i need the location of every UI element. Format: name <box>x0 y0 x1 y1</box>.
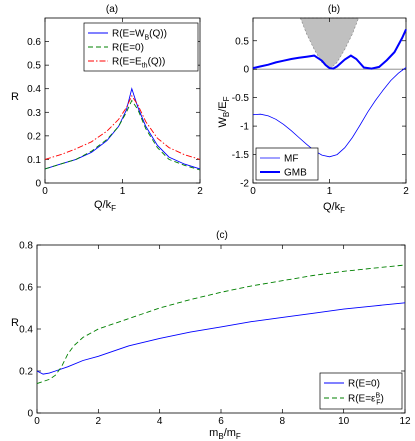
legend-label: R(E=WB(Q)) <box>112 29 167 42</box>
panel-c-ylabel: R <box>11 317 19 329</box>
x-tick-label: 0 <box>250 186 256 197</box>
panel-a: (a) 0 1 200.10.20.30.40.50.6R(E=WB(Q))R(E=… <box>11 4 203 213</box>
x-tick-label: 8 <box>280 416 286 427</box>
x-tick-label: 0 <box>42 186 48 197</box>
panel-b-xlabel: Q/kF <box>323 201 345 215</box>
y-tick-label: 0 <box>35 179 41 190</box>
panel-c-label: (c) <box>216 230 228 241</box>
continuum-region <box>299 17 360 70</box>
y-tick-label: 0.8 <box>19 241 33 252</box>
legend-label: GMB <box>284 168 307 179</box>
legend-label: R(E=0) <box>348 379 380 390</box>
x-tick-label: 2 <box>403 186 409 197</box>
legend-label: R(E=εB F) <box>348 393 384 407</box>
y-tick-label: 0.3 <box>27 108 41 119</box>
y-tick-label: 0.5 <box>235 36 249 47</box>
series-line-c-0 <box>36 302 406 375</box>
legend-box <box>255 147 319 181</box>
y-tick-label: -1.5 <box>232 150 250 161</box>
x-tick-label: 4 <box>157 416 163 427</box>
panel-a-xlabel: Q/kF <box>94 199 116 213</box>
x-tick-label: 2 <box>96 416 102 427</box>
y-tick-label: 0.6 <box>27 37 41 48</box>
panel-c: (c) 0 2 4 6 8 10 12 0 0.2 0.4 0.6 0.8 R(E=0) R(E=εB F)… <box>11 230 411 441</box>
x-tick-label: 1 <box>327 186 333 197</box>
legend-box <box>83 22 199 72</box>
y-tick-label: 0 <box>27 409 33 420</box>
x-tick-label: 6 <box>218 416 224 427</box>
series-line-b-0 <box>252 67 407 158</box>
panel-b-ylabel: WB/EF <box>217 96 231 127</box>
series-line-a-2 <box>44 94 201 160</box>
y-tick-label: 0.2 <box>19 367 33 378</box>
y-tick-label: 0.4 <box>27 84 41 95</box>
legend-a: R(E=WB(Q))R(E=0) R(E=Eth(Q)) <box>83 22 199 72</box>
series-line-a-1 <box>44 99 201 171</box>
y-tick-label: 0.6 <box>19 283 33 294</box>
x-tick-label: 12 <box>399 416 411 427</box>
y-tick-label: -1 <box>240 122 249 133</box>
y-tick-label: -0.5 <box>232 93 250 104</box>
y-tick-label: 0.1 <box>27 155 41 166</box>
series-line-b-1 <box>252 28 407 70</box>
legend-b: MF GMB <box>255 147 319 181</box>
panel-b: (b) 0 1 2 -2 -1.5 -1 -0.5 0 0.5 MF GMB WB/EF Q/kF <box>217 4 409 215</box>
y-tick-label: 0.2 <box>27 131 41 142</box>
y-tick-label: 0.5 <box>27 61 41 72</box>
panel-c-xlabel: mB/mF <box>209 427 241 441</box>
x-tick-label: 0 <box>34 416 40 427</box>
legend-box <box>319 372 403 410</box>
series-line-a-0 <box>44 87 201 170</box>
legend-c: R(E=0) R(E=εB F) <box>319 372 403 410</box>
x-tick-label: 1 <box>120 186 126 197</box>
legend-label: R(E=Eth(Q)) <box>112 57 165 70</box>
y-tick-label: -2 <box>240 179 249 190</box>
x-tick-label: 10 <box>338 416 350 427</box>
legend-label: MF <box>284 154 298 165</box>
panel-a-ylabel: R <box>11 91 19 103</box>
series-line-c-1 <box>36 264 406 385</box>
legend-label: R(E=0) <box>112 43 144 54</box>
y-tick-label: 0 <box>243 65 249 76</box>
x-tick-label: 2 <box>197 186 203 197</box>
panel-a-label: (a) <box>106 4 118 15</box>
y-tick-label: 0.4 <box>19 325 33 336</box>
panel-b-label: (b) <box>328 4 340 15</box>
